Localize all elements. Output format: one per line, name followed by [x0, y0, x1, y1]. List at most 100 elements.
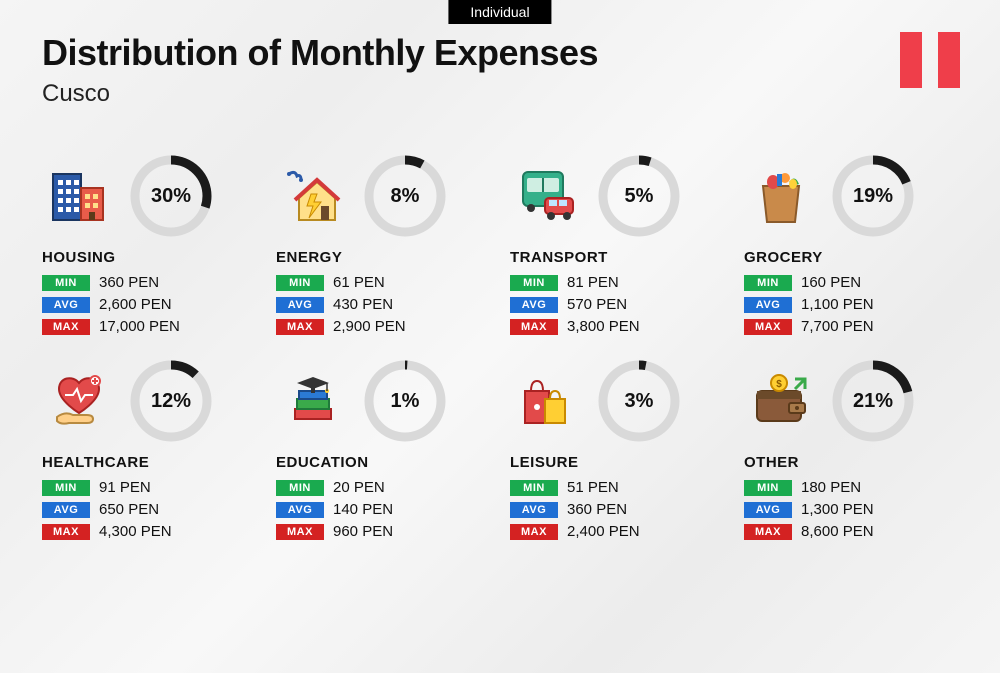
category-card-grocery: 19% GROCERY MIN 160 PEN AVG 1,100 PEN MA…	[744, 155, 960, 340]
donut-transport: 5%	[598, 155, 680, 237]
donut-healthcare: 12%	[130, 360, 212, 442]
donut-energy: 8%	[364, 155, 446, 237]
grocery-bag-icon	[744, 159, 818, 233]
max-badge: MAX	[510, 524, 558, 540]
avg-value: 1,300 PEN	[801, 501, 874, 518]
category-name: GROCERY	[744, 249, 960, 266]
min-value: 91 PEN	[99, 479, 151, 496]
pct-label: 19%	[832, 155, 914, 237]
max-badge: MAX	[744, 319, 792, 335]
category-grid: 30% HOUSING MIN 360 PEN AVG 2,600 PEN MA…	[42, 155, 960, 545]
category-card-housing: 30% HOUSING MIN 360 PEN AVG 2,600 PEN MA…	[42, 155, 258, 340]
avg-badge: AVG	[510, 502, 558, 518]
stat-avg: AVG 1,100 PEN	[744, 296, 960, 313]
category-card-leisure: 3% LEISURE MIN 51 PEN AVG 360 PEN MAX 2,…	[510, 360, 726, 545]
pct-label: 21%	[832, 360, 914, 442]
page-title: Distribution of Monthly Expenses	[42, 32, 598, 74]
min-value: 160 PEN	[801, 274, 861, 291]
heart-hand-icon	[42, 364, 116, 438]
stat-avg: AVG 430 PEN	[276, 296, 492, 313]
min-badge: MIN	[276, 275, 324, 291]
avg-value: 430 PEN	[333, 296, 393, 313]
stat-max: MAX 960 PEN	[276, 523, 492, 540]
min-badge: MIN	[276, 480, 324, 496]
max-value: 2,900 PEN	[333, 318, 406, 335]
min-badge: MIN	[42, 275, 90, 291]
stat-avg: AVG 2,600 PEN	[42, 296, 258, 313]
stat-avg: AVG 360 PEN	[510, 501, 726, 518]
stat-min: MIN 360 PEN	[42, 274, 258, 291]
category-name: LEISURE	[510, 454, 726, 471]
stat-max: MAX 2,900 PEN	[276, 318, 492, 335]
category-card-transport: 5% TRANSPORT MIN 81 PEN AVG 570 PEN MAX …	[510, 155, 726, 340]
pct-label: 30%	[130, 155, 212, 237]
category-card-education: 1% EDUCATION MIN 20 PEN AVG 140 PEN MAX …	[276, 360, 492, 545]
category-name: ENERGY	[276, 249, 492, 266]
max-value: 2,400 PEN	[567, 523, 640, 540]
category-card-other: $ 21% OTHER MIN 180 PEN AVG 1,300 PEN MA…	[744, 360, 960, 545]
max-value: 960 PEN	[333, 523, 393, 540]
avg-badge: AVG	[42, 502, 90, 518]
category-name: HOUSING	[42, 249, 258, 266]
min-value: 360 PEN	[99, 274, 159, 291]
donut-leisure: 3%	[598, 360, 680, 442]
stat-min: MIN 180 PEN	[744, 479, 960, 496]
stat-min: MIN 81 PEN	[510, 274, 726, 291]
stat-max: MAX 7,700 PEN	[744, 318, 960, 335]
category-card-healthcare: 12% HEALTHCARE MIN 91 PEN AVG 650 PEN MA…	[42, 360, 258, 545]
avg-value: 360 PEN	[567, 501, 627, 518]
avg-value: 2,600 PEN	[99, 296, 172, 313]
stat-min: MIN 91 PEN	[42, 479, 258, 496]
pct-label: 3%	[598, 360, 680, 442]
avg-value: 1,100 PEN	[801, 296, 874, 313]
pct-label: 8%	[364, 155, 446, 237]
min-value: 61 PEN	[333, 274, 385, 291]
min-badge: MIN	[510, 480, 558, 496]
avg-value: 650 PEN	[99, 501, 159, 518]
stat-min: MIN 160 PEN	[744, 274, 960, 291]
donut-housing: 30%	[130, 155, 212, 237]
bus-car-icon	[510, 159, 584, 233]
category-name: EDUCATION	[276, 454, 492, 471]
max-badge: MAX	[42, 524, 90, 540]
max-badge: MAX	[42, 319, 90, 335]
avg-badge: AVG	[744, 502, 792, 518]
stat-avg: AVG 570 PEN	[510, 296, 726, 313]
min-badge: MIN	[42, 480, 90, 496]
flag-icon	[900, 32, 960, 88]
stat-max: MAX 3,800 PEN	[510, 318, 726, 335]
max-value: 7,700 PEN	[801, 318, 874, 335]
donut-education: 1%	[364, 360, 446, 442]
stat-max: MAX 17,000 PEN	[42, 318, 258, 335]
svg-text:$: $	[776, 379, 782, 390]
page-subtitle: Cusco	[42, 80, 598, 108]
donut-grocery: 19%	[832, 155, 914, 237]
stat-min: MIN 61 PEN	[276, 274, 492, 291]
min-badge: MIN	[510, 275, 558, 291]
avg-badge: AVG	[42, 297, 90, 313]
max-value: 3,800 PEN	[567, 318, 640, 335]
max-badge: MAX	[744, 524, 792, 540]
stat-min: MIN 51 PEN	[510, 479, 726, 496]
min-value: 51 PEN	[567, 479, 619, 496]
stat-avg: AVG 140 PEN	[276, 501, 492, 518]
max-value: 17,000 PEN	[99, 318, 180, 335]
grad-books-icon	[276, 364, 350, 438]
min-value: 81 PEN	[567, 274, 619, 291]
stat-min: MIN 20 PEN	[276, 479, 492, 496]
buildings-icon	[42, 159, 116, 233]
max-badge: MAX	[510, 319, 558, 335]
max-badge: MAX	[276, 524, 324, 540]
energy-house-icon	[276, 159, 350, 233]
donut-other: 21%	[832, 360, 914, 442]
stat-max: MAX 4,300 PEN	[42, 523, 258, 540]
category-name: OTHER	[744, 454, 960, 471]
tab-individual: Individual	[448, 0, 551, 24]
max-value: 8,600 PEN	[801, 523, 874, 540]
avg-badge: AVG	[744, 297, 792, 313]
avg-badge: AVG	[276, 502, 324, 518]
stat-max: MAX 8,600 PEN	[744, 523, 960, 540]
header: Distribution of Monthly Expenses Cusco	[42, 32, 598, 108]
stat-avg: AVG 1,300 PEN	[744, 501, 960, 518]
pct-label: 5%	[598, 155, 680, 237]
